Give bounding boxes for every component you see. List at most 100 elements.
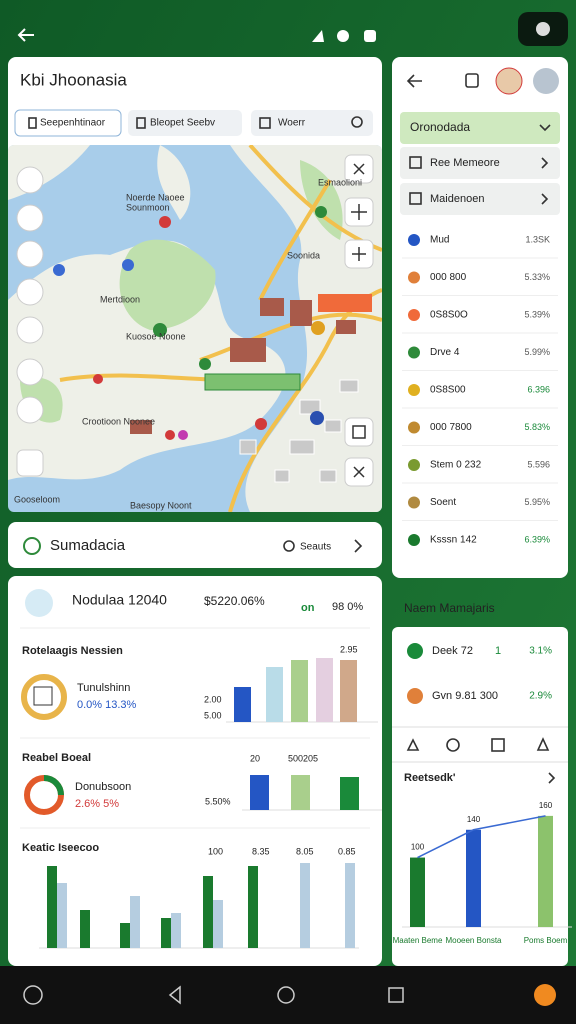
map-label: Mertdioon [100,294,140,304]
row-name: Mud [430,235,449,246]
value-label: 160 [539,801,553,810]
headline: Nodulaa 12040 [72,592,167,608]
row-value: 3.1% [529,646,552,657]
row-name: Stem 0 232 [430,460,482,471]
tab-icon [136,117,146,129]
row-name: 000 7800 [430,422,472,433]
nav-button[interactable] [23,985,43,1005]
bar [120,923,130,948]
row-value: 1.3SK [525,234,550,244]
back-button[interactable] [17,28,34,42]
nav-bar [0,966,576,1024]
map-label: Baesopy Noont [130,500,192,510]
tab-label: Seepenhtinaor [40,118,106,129]
section-figures: 2.6% 5% [75,798,119,810]
map-label: Sounmoon [126,202,170,212]
value-label: 140 [467,815,481,824]
row-value: 5.95% [524,497,550,507]
map-title: Kbi Jhoonasia [20,70,127,89]
tab[interactable] [251,110,373,136]
menu-item[interactable] [400,147,560,179]
section-name: Tunulshinn [77,682,130,694]
nav-button[interactable] [534,984,556,1006]
stats-icon [25,589,53,617]
headline-pct: 98 0% [332,601,363,613]
row-icon [408,459,420,471]
tab-label: Bleopet Seebv [150,118,215,129]
manager-card [392,627,568,966]
stats-card [8,576,382,966]
row-icon [408,534,420,546]
chart-label: 0.85 [338,846,356,856]
bar [300,863,310,948]
menu-item[interactable] [400,112,560,144]
row-name: Gvn 9.81 300 [432,690,498,702]
row-icon [408,309,420,321]
chart-label: 8.35 [252,846,270,856]
bar [345,863,355,948]
chevron[interactable] [548,772,556,784]
back-button[interactable] [406,74,422,88]
headline-tag: on [301,602,315,614]
donut-icon [33,686,53,706]
bar [171,913,181,948]
bar [57,883,67,948]
bar [466,829,481,927]
bar [410,857,425,927]
nav-recents[interactable] [388,987,404,1003]
section-figures: 0.0% 13.3% [77,699,137,711]
tab[interactable] [14,109,122,137]
row-name: 0S8S00 [430,385,466,396]
status-icons [312,30,376,42]
chevron[interactable] [354,539,363,553]
menu-label: Oronodada [410,120,470,134]
avatar[interactable] [533,68,559,94]
donut [21,674,67,720]
summary-action[interactable]: Seauts [300,542,331,553]
bar [130,896,140,948]
menu-icons [409,124,551,205]
bag-icon[interactable] [465,73,479,88]
menu-item[interactable] [400,183,560,215]
row-name: 000 800 [430,272,467,283]
bar [234,687,251,722]
section-title: Rotelaagis Nessien [22,645,123,657]
donut-segment [43,775,64,796]
headline-value: $5220.06% [204,594,265,608]
bar [47,866,57,948]
row-tag: 1 [495,645,501,657]
trend-line [417,815,546,859]
row-value: 5.33% [524,272,550,282]
row-value: 2.9% [529,691,552,702]
tab[interactable] [128,110,242,136]
nav-back[interactable] [168,985,181,1005]
avatar[interactable] [495,67,523,95]
row-icon [408,346,420,359]
tab-icon [28,117,37,129]
bar [250,775,269,810]
row-name: Soent [430,497,456,508]
action-icon [283,540,295,552]
menu-label: Maidenoen [430,193,484,205]
row-value: 5.596 [527,459,550,469]
row-value: 6.39% [524,534,550,544]
x-label: Maaten Beme [393,936,443,945]
x-label: Poms Boem [524,936,568,945]
chart-label: 20 [250,753,260,763]
bar [80,910,90,948]
summary-card[interactable] [8,522,382,568]
map-label: Kuosoe Noone [126,331,186,341]
map-label: Esmaolioni [318,177,362,187]
chart-label: 100 [208,846,223,856]
bar [213,900,223,948]
section-name: Donubsoon [75,781,131,793]
row-icon [408,421,420,434]
nav-home[interactable] [277,986,295,1004]
chart-label: 5.00 [204,710,222,720]
chart-label: 500205 [288,753,318,763]
search-icon[interactable] [351,116,363,128]
toolbar[interactable] [406,737,550,752]
value-label: 100 [411,843,425,852]
